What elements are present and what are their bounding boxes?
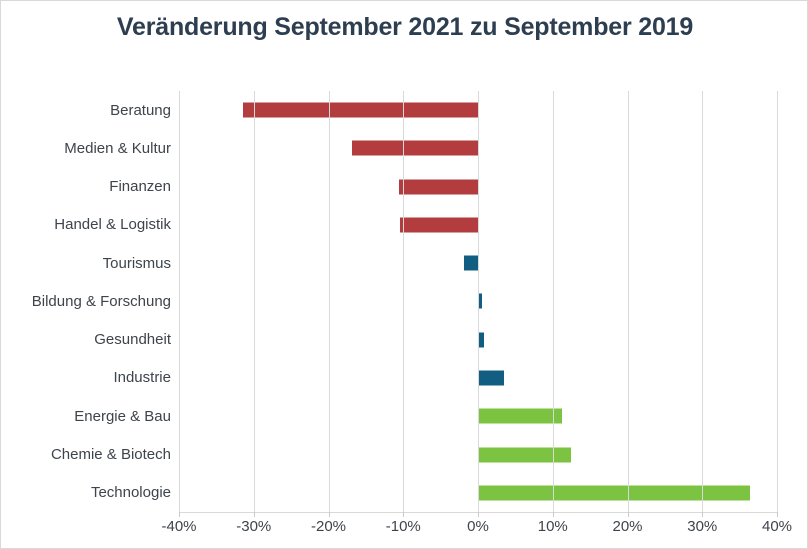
gridline bbox=[478, 91, 479, 512]
bar-row bbox=[179, 282, 777, 320]
bar-row bbox=[179, 129, 777, 167]
category-label: Medien & Kultur bbox=[64, 139, 171, 157]
x-tick-label: 0% bbox=[467, 518, 489, 535]
x-tick-label: -40% bbox=[161, 518, 197, 535]
category-label: Beratung bbox=[110, 101, 171, 119]
axis-tick bbox=[777, 512, 778, 517]
category-label: Energie & Bau bbox=[74, 407, 171, 425]
axis-tick bbox=[552, 512, 554, 517]
bar bbox=[478, 293, 482, 309]
axis-tick bbox=[403, 512, 405, 517]
bar-rows bbox=[179, 91, 777, 512]
bar bbox=[352, 140, 478, 156]
x-tick-label: 20% bbox=[612, 518, 643, 535]
bar bbox=[242, 102, 478, 118]
bar bbox=[478, 408, 563, 424]
category-label: Handel & Logistik bbox=[54, 216, 171, 234]
x-tick-label: -30% bbox=[236, 518, 272, 535]
gridline bbox=[552, 91, 554, 512]
axis-tick bbox=[627, 512, 629, 517]
plot-area bbox=[179, 91, 778, 517]
category-label: Technologie bbox=[90, 484, 171, 502]
axis-tick bbox=[179, 512, 180, 517]
gridline bbox=[627, 91, 629, 512]
category-labels: Beratung Medien & Kultur Finanzen Handel & … bbox=[1, 91, 171, 512]
category-label: Chemie & Biotech bbox=[50, 446, 171, 464]
category-label: Finanzen bbox=[109, 178, 171, 196]
x-tick-label: 10% bbox=[537, 518, 568, 535]
axis-tick bbox=[702, 512, 704, 517]
bar-row bbox=[179, 397, 777, 435]
bar-row bbox=[179, 321, 777, 359]
x-tick-label: -10% bbox=[385, 518, 421, 535]
category-label: Gesundheit bbox=[94, 331, 171, 349]
axis-tick bbox=[253, 512, 255, 517]
gridline bbox=[777, 91, 778, 512]
gridline bbox=[179, 91, 180, 512]
bar-row bbox=[179, 206, 777, 244]
bar bbox=[478, 332, 484, 348]
x-tick-label: 40% bbox=[761, 518, 793, 535]
category-label: Industrie bbox=[113, 369, 171, 387]
category-label: Tourismus bbox=[102, 254, 171, 272]
x-tick-label: 30% bbox=[687, 518, 718, 535]
x-tick-label: -20% bbox=[310, 518, 347, 535]
bar bbox=[398, 179, 478, 195]
bar-row bbox=[179, 91, 777, 129]
gridline bbox=[403, 91, 405, 512]
bar-row bbox=[179, 168, 777, 206]
chart-title: Veränderung September 2021 zu September … bbox=[116, 13, 694, 41]
gridline bbox=[253, 91, 255, 512]
bar bbox=[399, 217, 478, 233]
bar-row bbox=[179, 359, 777, 397]
axis-tick bbox=[478, 512, 479, 517]
gridline bbox=[328, 91, 330, 512]
bar bbox=[478, 485, 751, 501]
bar bbox=[478, 447, 572, 463]
bar bbox=[463, 255, 478, 271]
axis-tick bbox=[328, 512, 330, 517]
x-axis: -40% -30% -20% -10% 0% 10% 20% 30% 40% bbox=[161, 518, 792, 540]
bar-row bbox=[179, 244, 777, 282]
category-label: Bildung & Forschung bbox=[31, 292, 171, 310]
bar-row bbox=[179, 474, 777, 512]
bar bbox=[478, 370, 505, 386]
bar-row bbox=[179, 435, 777, 473]
gridline bbox=[702, 91, 704, 512]
